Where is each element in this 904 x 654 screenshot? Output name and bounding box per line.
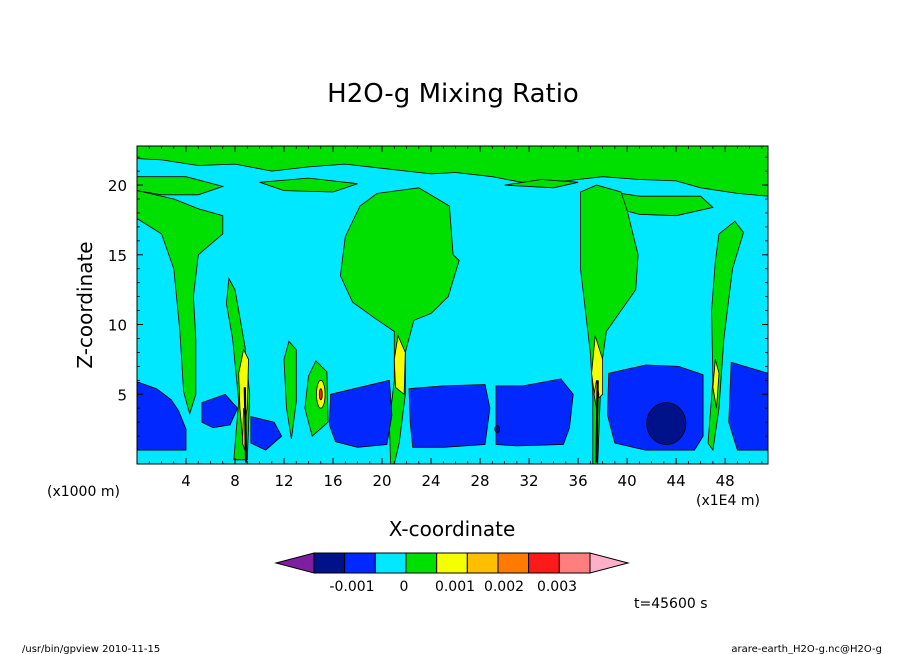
- x-unit-right: (x1E4 m): [696, 493, 760, 509]
- footer-left: /usr/bin/gpview 2010-11-15: [22, 644, 160, 654]
- chart-title: H2O-g Mixing Ratio: [327, 79, 579, 109]
- x-tick-label: 48: [716, 472, 735, 490]
- very-dry-core: [646, 402, 687, 445]
- dry-band-left: [137, 381, 187, 451]
- dry-band-segment: [250, 416, 283, 451]
- plume-core: [318, 388, 323, 401]
- colorbar-swatch: [497, 552, 530, 574]
- moist-filament: [283, 340, 297, 439]
- colorbar: -0.001 0 0.001 0.002 0.003: [274, 552, 630, 595]
- y-axis-label: Z-coordinate: [73, 241, 97, 368]
- moist-upper-patch: [259, 177, 358, 193]
- moist-left-plume: [137, 190, 224, 416]
- x-tick-label: 24: [422, 472, 441, 490]
- dry-band-segment: [495, 378, 574, 447]
- colorbar-label: 0.003: [537, 579, 577, 595]
- colorbar-swatch: [313, 552, 346, 574]
- colorbar-swatch: [528, 552, 560, 574]
- time-label: t=45600 s: [634, 596, 708, 612]
- colorbar-swatch: [374, 552, 407, 574]
- plume-contour-line: [595, 380, 599, 463]
- x-tick-label: 44: [667, 472, 686, 490]
- x-tick-label: 32: [520, 472, 539, 490]
- colorbar-swatch: [344, 552, 376, 574]
- moist-upper-patch: [504, 179, 579, 189]
- plume-core: [712, 359, 720, 409]
- colorbar-swatch: [558, 552, 591, 574]
- y-tick-label: 5: [117, 386, 127, 404]
- moist-left-patch: [137, 176, 225, 196]
- field-contours: [137, 146, 768, 464]
- x-axis: 4 8 12 16 20 24 28 32 36 40 44 48: [148, 146, 763, 490]
- plume-contour-line: [243, 387, 248, 463]
- x-tick-label: 20: [373, 472, 392, 490]
- plume-core: [393, 334, 406, 396]
- moist-top-band: [137, 146, 768, 197]
- colorbar-label: 0: [400, 579, 409, 595]
- x-tick-label: 28: [471, 472, 490, 490]
- colorbar-swatch: [405, 552, 438, 574]
- x-tick-label: 8: [230, 472, 240, 490]
- colorbar-label: 0.001: [435, 579, 475, 595]
- dry-band-center: [328, 379, 393, 448]
- y-tick-label: 20: [108, 177, 127, 195]
- x-axis-label: X-coordinate: [389, 517, 516, 541]
- colorbar-swatch: [466, 552, 499, 574]
- y-tick-label: 10: [108, 317, 127, 335]
- dry-band-segment: [408, 384, 491, 448]
- footer-right: arare-earth_H2O-g.nc@H2O-g: [731, 644, 882, 654]
- dry-band-far-right: [728, 361, 768, 451]
- dry-band-segment: [201, 393, 238, 429]
- colorbar-swatch: [436, 552, 468, 574]
- colorbar-label: -0.001: [329, 579, 374, 595]
- x-tick-label: 36: [569, 472, 588, 490]
- y-axis: 5 10 15 20: [108, 156, 768, 451]
- x-tick-label: 16: [323, 472, 342, 490]
- x-unit-left: (x1000 m): [47, 484, 120, 500]
- x-tick-label: 12: [274, 472, 293, 490]
- colorbar-min-arrow: [274, 552, 315, 574]
- moist-central-anvil: [339, 187, 460, 464]
- colorbar-label: 0.002: [484, 579, 524, 595]
- very-dry-dot: [494, 425, 501, 434]
- y-tick-label: 15: [108, 247, 127, 265]
- plume-core: [591, 335, 603, 403]
- plot-frame: [136, 145, 769, 465]
- x-tick-label: 4: [181, 472, 191, 490]
- x-tick-label: 40: [618, 472, 637, 490]
- colorbar-max-arrow: [589, 552, 630, 574]
